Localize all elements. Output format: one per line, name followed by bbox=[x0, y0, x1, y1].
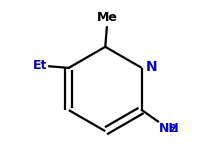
Text: NH: NH bbox=[159, 122, 179, 135]
Text: 2: 2 bbox=[169, 124, 176, 134]
Text: Me: Me bbox=[96, 11, 117, 24]
Text: N: N bbox=[146, 60, 158, 74]
Text: Et: Et bbox=[33, 59, 48, 72]
